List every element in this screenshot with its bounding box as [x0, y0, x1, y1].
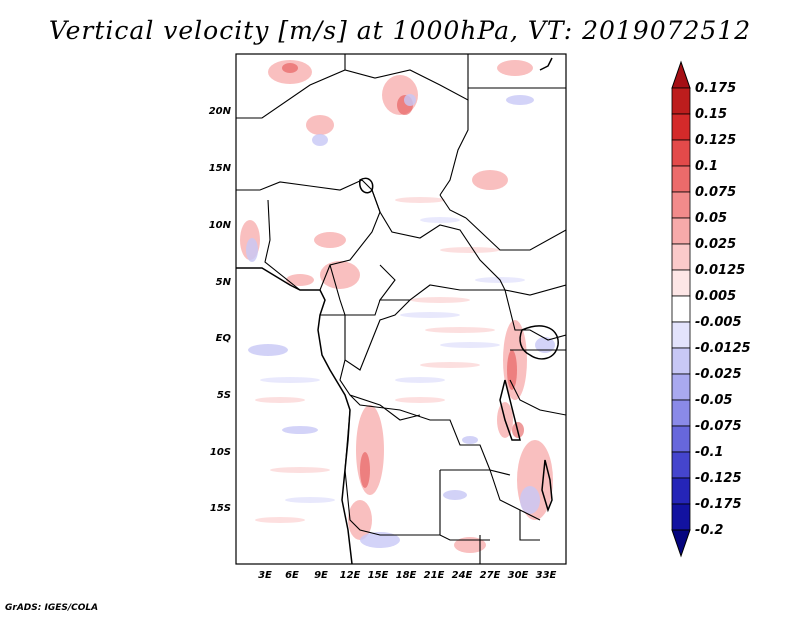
colorbar-swatch: [671, 503, 691, 531]
colorbar-label: -0.2: [695, 523, 723, 538]
colorbar-swatch: [671, 399, 691, 427]
lon-label: 33E: [536, 570, 557, 581]
colorbar-label: 0.05: [695, 211, 727, 226]
colorbar-label: -0.05: [695, 393, 732, 408]
colorbar-swatch: [671, 165, 691, 193]
colorbar-swatch: [671, 425, 691, 453]
colorbar-swatch: [671, 347, 691, 375]
latitude-labels: 20N 15N 10N 5N EQ 5S 10S 15S: [209, 106, 232, 514]
lat-label: 5N: [216, 277, 232, 288]
map-panel: [235, 53, 567, 565]
lat-label: 5S: [217, 390, 231, 401]
colorbar-label: 0.0125: [695, 263, 745, 278]
grads-credit: GrADS: IGES/COLA: [5, 603, 99, 613]
lon-label: 9E: [314, 570, 328, 581]
colorbar-swatch: [671, 477, 691, 505]
downward-motion-patches: [246, 94, 555, 548]
colorbar-label: 0.025: [695, 237, 736, 252]
colorbar-swatch: [671, 269, 691, 297]
colorbar-swatch: [671, 243, 691, 271]
country-borders: [236, 54, 566, 564]
colorbar-swatch: [671, 139, 691, 167]
colorbar-swatch: [671, 295, 691, 323]
lon-label: 12E: [340, 570, 361, 581]
lon-label: 27E: [480, 570, 501, 581]
lon-label: 6E: [285, 570, 299, 581]
colorbar-label: 0.15: [695, 107, 727, 122]
colorbar-swatch: [671, 451, 691, 479]
lat-label: 10N: [209, 220, 232, 231]
colorbar-swatch: [671, 321, 691, 349]
colorbar-swatch: [671, 191, 691, 219]
lat-label: 10S: [210, 447, 231, 458]
upward-motion-patches: [240, 60, 553, 553]
colorbar-label: -0.005: [695, 315, 742, 330]
lat-label: 15S: [210, 503, 231, 514]
map-frame: [235, 53, 567, 565]
colorbar-bottom-arrow: [671, 529, 691, 558]
lon-label: 15E: [368, 570, 389, 581]
colorbar-label: -0.075: [695, 419, 742, 434]
colorbar-top-arrow: [671, 60, 691, 89]
colorbar-label: 0.1: [695, 159, 718, 174]
lat-label: EQ: [216, 333, 232, 344]
colorbar-swatch: [671, 217, 691, 245]
colorbar: 0.175 0.15 0.125 0.1 0.075 0.05 0.025 0.0125 0.0…: [671, 60, 751, 558]
lon-label: 30E: [508, 570, 529, 581]
lon-label: 3E: [258, 570, 272, 581]
map-title: Vertical velocity [m/s] at 1000hPa, VT: …: [48, 16, 752, 45]
colorbar-swatch: [671, 373, 691, 401]
lat-label: 20N: [209, 106, 232, 117]
colorbar-label: 0.125: [695, 133, 736, 148]
colorbar-label: 0.175: [695, 81, 736, 96]
lat-label: 15N: [209, 163, 232, 174]
colorbar-swatch: [671, 113, 691, 141]
colorbar-label: -0.025: [695, 367, 742, 382]
colorbar-label: 0.075: [695, 185, 736, 200]
colorbar-label: 0.005: [695, 289, 736, 304]
lon-label: 21E: [424, 570, 445, 581]
coastline: [236, 57, 559, 564]
colorbar-label: -0.0125: [695, 341, 751, 356]
colorbar-label: -0.175: [695, 497, 742, 512]
colorbar-label: -0.1: [695, 445, 723, 460]
colorbar-swatch: [671, 87, 691, 115]
lon-label: 24E: [452, 570, 473, 581]
colorbar-label: -0.125: [695, 471, 742, 486]
lon-label: 18E: [396, 570, 417, 581]
weak-upward-speckle: [255, 197, 500, 523]
longitude-labels: 3E 6E 9E 12E 15E 18E 21E 24E 27E 30E 33E: [258, 570, 556, 581]
velocity-field: [240, 60, 555, 553]
